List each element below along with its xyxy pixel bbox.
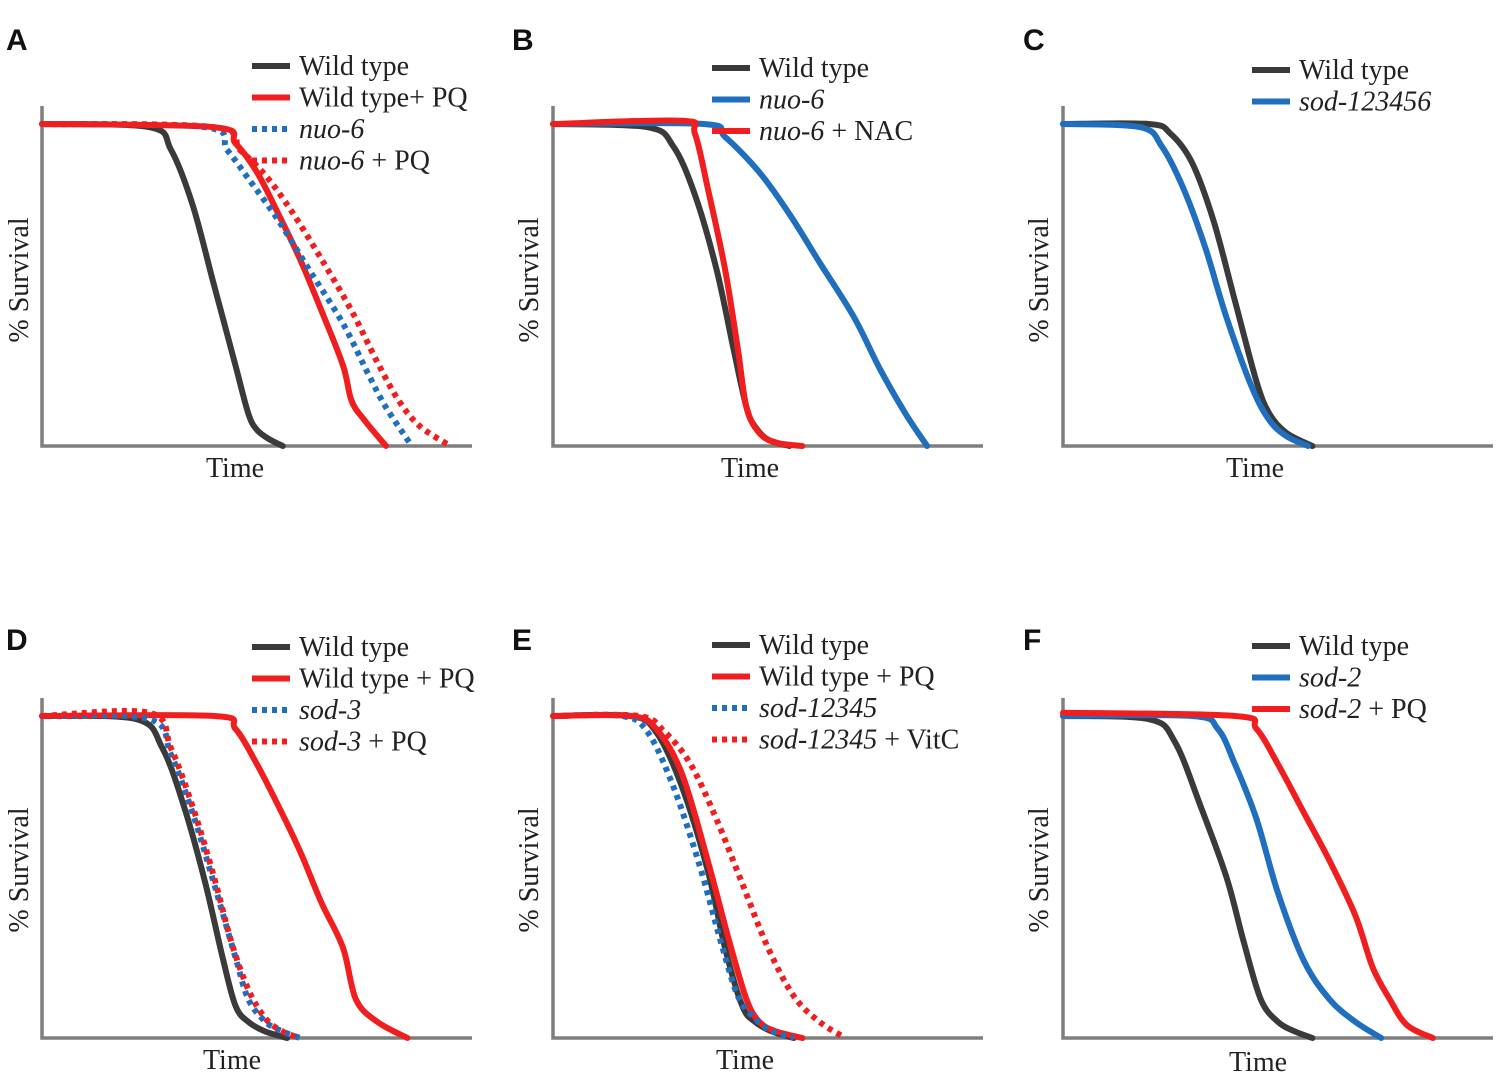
legend-label: nuo-6 <box>299 114 364 145</box>
legend-label: Wild type <box>299 51 409 82</box>
legend-label: Wild type + PQ <box>759 662 935 693</box>
series-line-1 <box>1060 120 1316 449</box>
panel-letter: A <box>6 24 28 57</box>
axis-lines <box>1061 106 1493 448</box>
panel-letter: E <box>512 624 532 657</box>
legend-label: Wild type <box>299 632 409 663</box>
legend-label: nuo-6 + PQ <box>299 146 430 177</box>
legend-label: Wild type <box>1299 55 1409 86</box>
x-axis-label: Time <box>1226 453 1284 484</box>
x-axis-label: Time <box>203 1045 261 1076</box>
series-line-3 <box>552 711 795 1041</box>
panel-letter: B <box>512 24 534 57</box>
legend-label: Wild type + PQ <box>299 664 475 695</box>
series-line-1 <box>39 121 286 449</box>
legend-label: Wild type <box>759 630 869 661</box>
series-line-1 <box>1060 713 1316 1041</box>
legend-label: sod-123456 <box>1299 87 1431 118</box>
series-line-1 <box>550 121 793 449</box>
series-line-1 <box>550 711 797 1041</box>
series-line-3 <box>1060 709 1436 1041</box>
panel-letter: C <box>1023 24 1045 57</box>
y-axis-label: % Survival <box>514 807 545 932</box>
series-line-3 <box>550 117 806 449</box>
axis-lines <box>551 106 983 448</box>
series-line-4 <box>41 121 453 449</box>
legend-label: Wild type <box>759 53 869 84</box>
series-line-2 <box>39 121 389 449</box>
legend-label: sod-3 <box>299 695 361 726</box>
x-axis-label: Time <box>721 453 779 484</box>
x-axis-label: Time <box>716 1045 774 1076</box>
x-axis-label: Time <box>1229 1047 1287 1076</box>
legend-label: sod-2 <box>1299 663 1361 694</box>
legend-label: nuo-6 <box>759 85 824 116</box>
series-line-2 <box>550 120 931 449</box>
axis-lines <box>40 698 472 1040</box>
legend-label: sod-12345 + VitC <box>759 725 959 756</box>
series-line-4 <box>552 711 847 1041</box>
legend-label: nuo-6 + NAC <box>759 116 913 147</box>
x-axis-label: Time <box>206 453 264 484</box>
panel-letter: D <box>6 624 28 657</box>
series-line-2 <box>39 712 411 1041</box>
y-axis-label: % Survival <box>1024 807 1055 932</box>
series-line-2 <box>550 712 806 1041</box>
y-axis-label: % Survival <box>514 217 545 342</box>
axis-lines <box>40 106 472 448</box>
y-axis-label: % Survival <box>4 217 35 342</box>
legend-label: Wild type+ PQ <box>299 83 468 114</box>
y-axis-label: % Survival <box>4 807 35 932</box>
legend-label: sod-12345 <box>759 693 877 724</box>
series-line-1 <box>39 712 291 1041</box>
y-axis-label: % Survival <box>1024 217 1055 342</box>
series-line-3 <box>41 712 302 1041</box>
panel-letter: F <box>1023 624 1041 657</box>
series-line-2 <box>1060 712 1385 1041</box>
axis-lines <box>1061 698 1493 1040</box>
legend-label: Wild type <box>1299 631 1409 662</box>
axis-lines <box>551 698 983 1040</box>
legend-label: sod-3 + PQ <box>299 727 427 758</box>
legend-label: sod-2 + PQ <box>1299 694 1427 725</box>
series-line-2 <box>1060 121 1312 449</box>
